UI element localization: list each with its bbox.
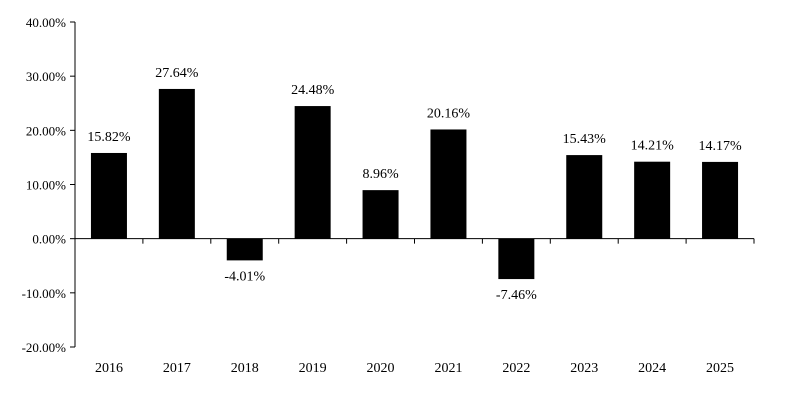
bar-2022 [498, 238, 535, 280]
bars [90, 88, 739, 280]
y-tick-label: 0.00% [32, 232, 66, 247]
bar-2023 [566, 155, 603, 239]
y-tick-label: 20.00% [26, 123, 66, 138]
y-tick-label: -20.00% [22, 340, 67, 355]
data-label: 15.43% [563, 132, 607, 147]
x-tick-label: 2018 [231, 361, 259, 376]
data-label: -4.01% [224, 269, 265, 284]
data-label: -7.46% [496, 288, 537, 303]
data-label: 8.96% [362, 167, 399, 182]
bar-2019 [294, 106, 331, 239]
x-tick-label: 2016 [95, 361, 123, 376]
bar-2021 [430, 129, 467, 239]
bar-2025 [702, 161, 739, 239]
bar-2018 [226, 238, 263, 261]
x-tick-label: 2023 [570, 361, 598, 376]
y-tick-label: 40.00% [26, 15, 66, 30]
x-tick-label: 2020 [367, 361, 395, 376]
x-tick-label: 2021 [434, 361, 462, 376]
data-label: 14.21% [631, 139, 675, 154]
data-label: 15.82% [87, 130, 131, 145]
x-tick-label: 2017 [163, 361, 191, 376]
y-tick-label: 10.00% [26, 178, 66, 193]
bar-2020 [362, 190, 399, 239]
axes: 40.00% 30.00% 20.00% 10.00% 0.00% -10.00% -20.… [22, 15, 755, 376]
x-tick-label: 2025 [706, 361, 734, 376]
bar-2016 [90, 152, 127, 239]
data-label: 20.16% [427, 106, 471, 121]
y-tick-label: -10.00% [22, 286, 67, 301]
data-label: 14.17% [698, 139, 742, 154]
data-label: 27.64% [155, 66, 199, 81]
data-labels: 15.82% 27.64% -4.01% 24.48% 8.96% 20.16% -7.46… [87, 66, 742, 303]
x-tick-label: 2024 [638, 361, 666, 376]
data-label: 24.48% [291, 83, 335, 98]
bar-2017 [158, 88, 195, 239]
x-tick-label: 2022 [502, 361, 530, 376]
bar-2024 [634, 161, 671, 239]
y-tick-label: 30.00% [26, 69, 66, 84]
x-tick-label: 2019 [299, 361, 327, 376]
